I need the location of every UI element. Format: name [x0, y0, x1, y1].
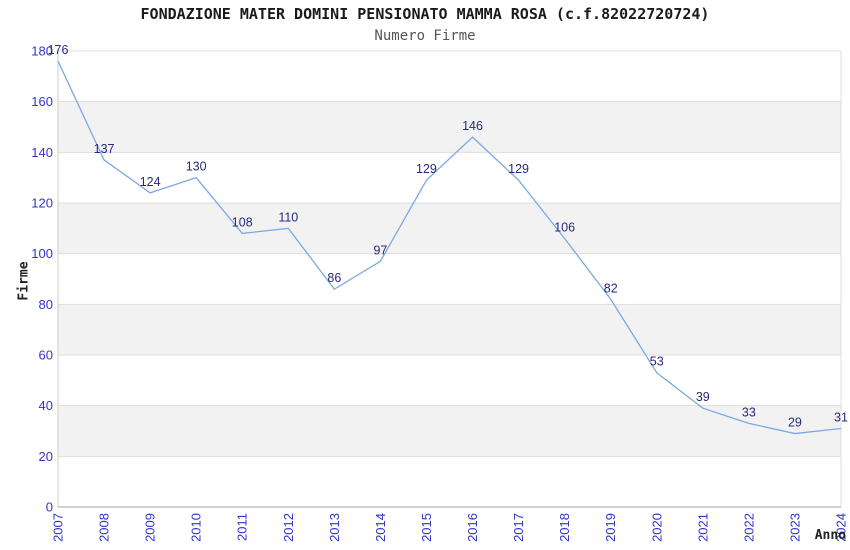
- point-label: 106: [554, 220, 575, 234]
- y-tick-label: 100: [31, 246, 53, 261]
- point-label: 124: [140, 175, 161, 189]
- x-tick-label: 2024: [834, 513, 849, 542]
- x-tick-label: 2020: [649, 513, 664, 542]
- x-tick-label: 2013: [327, 513, 342, 542]
- y-tick-label: 60: [39, 348, 53, 363]
- x-tick-label: 2016: [465, 513, 480, 542]
- point-label: 137: [94, 142, 115, 156]
- chart-subtitle: Numero Firme: [374, 28, 476, 44]
- x-tick-label: 2012: [281, 513, 296, 542]
- point-label: 129: [508, 162, 529, 176]
- y-tick-label: 160: [31, 94, 53, 109]
- point-label: 146: [462, 119, 483, 133]
- y-tick-label: 180: [31, 44, 53, 59]
- y-tick-label: 80: [39, 297, 53, 312]
- point-label: 97: [373, 243, 387, 257]
- point-label: 82: [604, 281, 618, 295]
- x-tick-label: 2019: [603, 513, 618, 542]
- point-label: 33: [742, 405, 756, 419]
- point-label: 29: [788, 416, 802, 430]
- x-tick-label: 2009: [143, 513, 158, 542]
- y-tick-label: 0: [46, 500, 53, 515]
- x-axis-label: Anno: [814, 528, 846, 543]
- x-tick-label: 2023: [787, 513, 802, 542]
- plot-band: [58, 101, 841, 153]
- x-tick-label: 2017: [511, 513, 526, 542]
- x-tick-label: 2007: [51, 513, 66, 542]
- point-label: 129: [416, 162, 437, 176]
- x-tick-label: 2015: [419, 513, 434, 542]
- y-tick-label: 120: [31, 196, 53, 211]
- gridlines: [58, 50, 841, 457]
- point-label: 176: [48, 43, 69, 57]
- point-label: 53: [650, 355, 664, 369]
- x-tick-label: 2010: [189, 513, 204, 542]
- x-tick-label: 2018: [557, 513, 572, 542]
- point-label: 39: [696, 390, 710, 404]
- y-tick-label: 40: [39, 398, 53, 413]
- data-line: [57, 60, 842, 435]
- point-label: 108: [232, 215, 253, 229]
- point-label: 31: [834, 410, 848, 424]
- chart-title: FONDAZIONE MATER DOMINI PENSIONATO MAMMA…: [140, 5, 710, 23]
- x-tick-label: 2008: [97, 513, 112, 542]
- plot-band: [58, 203, 841, 254]
- x-tick-label: 2021: [695, 513, 710, 542]
- y-tick-labels: 0 20 40 60 80 100 120 140 160 180: [31, 44, 53, 515]
- point-label: 110: [278, 210, 298, 224]
- y-axis-label: Firme: [16, 261, 32, 301]
- y-tick-label: 140: [31, 145, 53, 160]
- point-labels: 176 137 124 130 108 110 86 97 129 146 129 106 82 53 39…: [48, 43, 848, 429]
- x-tick-label: 2022: [741, 513, 756, 542]
- x-tick-label: 2011: [235, 513, 250, 541]
- plot-bands: [58, 101, 841, 457]
- point-label: 86: [327, 271, 341, 285]
- y-tick-label: 20: [39, 449, 53, 464]
- x-tick-labels: 2007 2008 2009 2010 2011 2012 2013 2014 2015 2016…: [51, 513, 849, 542]
- point-label: 130: [186, 160, 207, 174]
- plot-band: [58, 304, 841, 355]
- x-tick-label: 2014: [373, 513, 388, 542]
- plot-band: [58, 405, 841, 457]
